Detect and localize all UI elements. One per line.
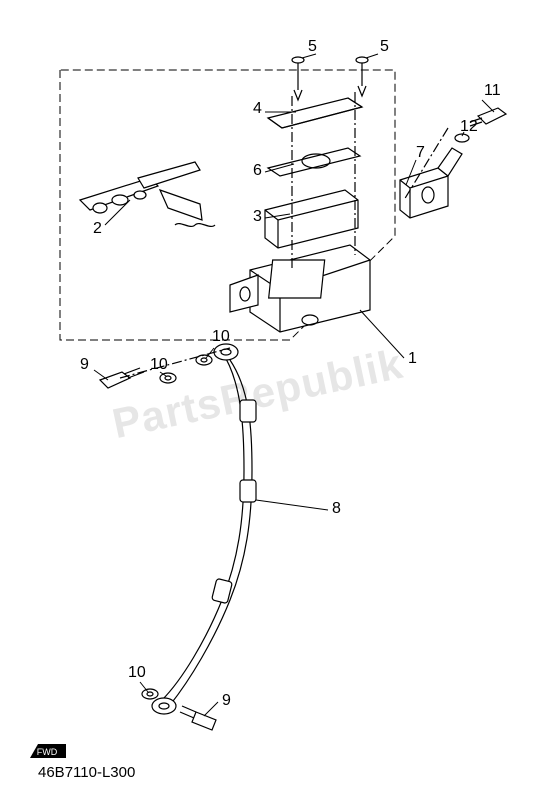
callout-12: 12	[460, 118, 478, 136]
fwd-badge: FWD	[28, 740, 64, 760]
cap	[268, 98, 362, 128]
callout-10a: 10	[150, 356, 168, 374]
reservoir	[265, 190, 358, 248]
part-number: 46B7110-L300	[38, 764, 135, 781]
callout-5b: 5	[380, 38, 389, 56]
washer-10a	[160, 373, 176, 383]
master-cylinder-body	[230, 245, 370, 332]
callout-8: 8	[332, 500, 341, 518]
callout-9b: 9	[222, 692, 231, 710]
callout-3: 3	[253, 208, 262, 226]
callout-5a: 5	[308, 38, 317, 56]
callout-7: 7	[416, 144, 425, 162]
screw-5a	[292, 57, 304, 100]
callout-4: 4	[253, 100, 262, 118]
piston-kit	[80, 162, 215, 226]
screw-5b	[356, 57, 368, 96]
callout-1: 1	[408, 350, 417, 368]
callout-9a: 9	[80, 356, 89, 374]
holder-clamp	[400, 148, 462, 218]
washer-10c	[142, 689, 158, 699]
callout-10b: 10	[212, 328, 230, 346]
callout-2: 2	[93, 220, 102, 238]
brake-hose	[152, 344, 256, 714]
callout-6: 6	[253, 162, 262, 180]
callout-10c: 10	[128, 664, 146, 682]
fwd-label: FWD	[37, 747, 58, 757]
diaphragm	[268, 148, 360, 176]
callout-11: 11	[484, 82, 501, 100]
